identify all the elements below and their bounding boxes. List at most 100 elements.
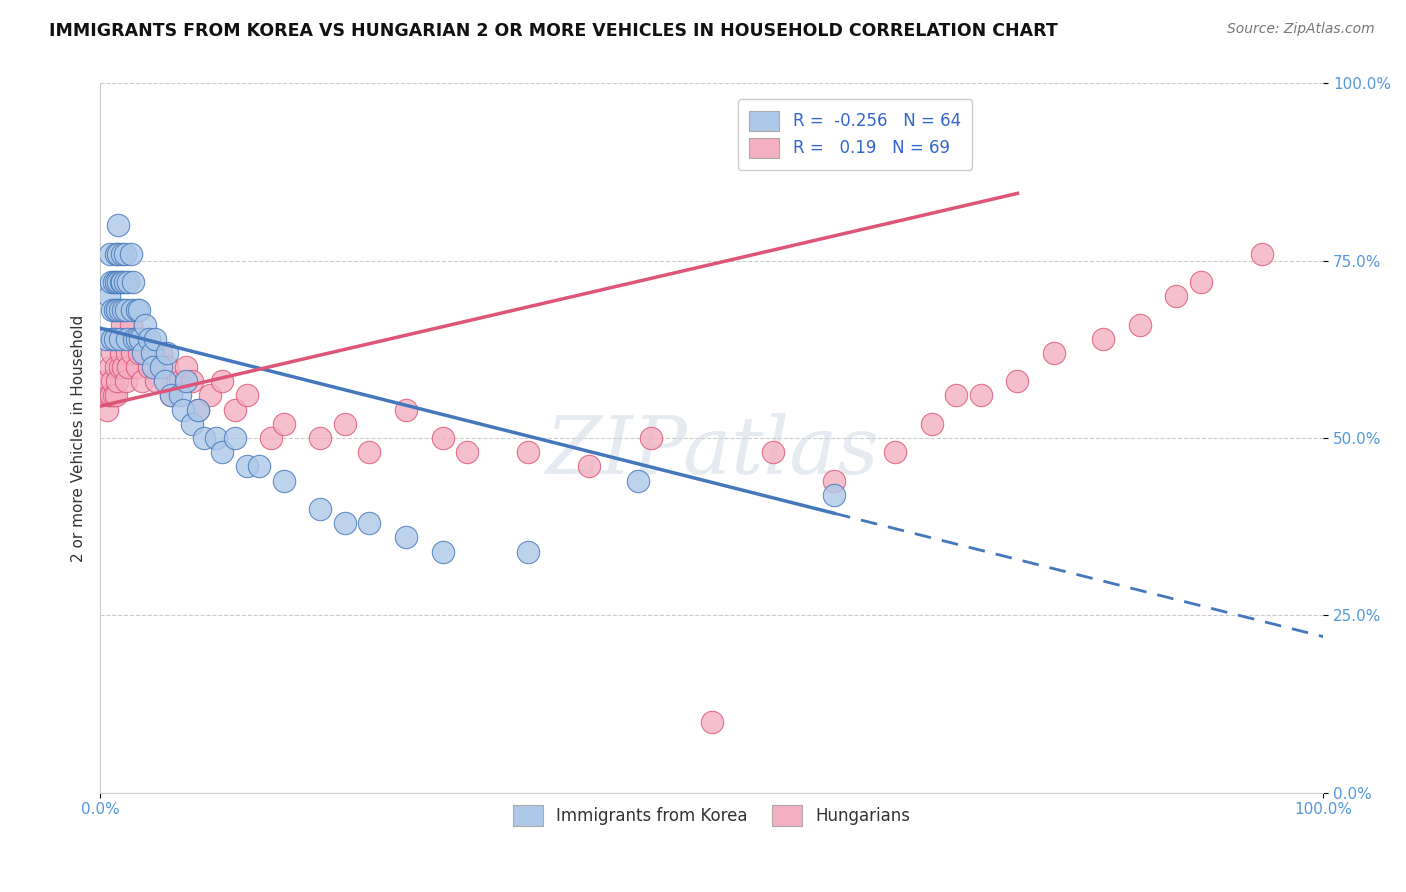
Point — [101, 303, 124, 318]
Point — [124, 332, 146, 346]
Point — [150, 346, 173, 360]
Point — [273, 417, 295, 431]
Point — [640, 431, 662, 445]
Point — [200, 388, 222, 402]
Point — [333, 516, 356, 530]
Point — [107, 275, 129, 289]
Point — [112, 360, 135, 375]
Point — [100, 388, 122, 402]
Point — [260, 431, 283, 445]
Point — [100, 275, 122, 289]
Point — [1043, 346, 1066, 360]
Point — [517, 544, 540, 558]
Point — [111, 318, 134, 332]
Point — [112, 303, 135, 318]
Point — [236, 388, 259, 402]
Point — [114, 374, 136, 388]
Point — [224, 402, 246, 417]
Point — [105, 374, 128, 388]
Point — [456, 445, 478, 459]
Text: Source: ZipAtlas.com: Source: ZipAtlas.com — [1227, 22, 1375, 37]
Point — [153, 374, 176, 388]
Point — [114, 275, 136, 289]
Point — [945, 388, 967, 402]
Point — [517, 445, 540, 459]
Point — [180, 417, 202, 431]
Point — [156, 346, 179, 360]
Point — [309, 502, 332, 516]
Point — [111, 275, 134, 289]
Point — [125, 303, 148, 318]
Point — [432, 431, 454, 445]
Point — [193, 431, 215, 445]
Point — [117, 360, 139, 375]
Point — [395, 402, 418, 417]
Point — [160, 388, 183, 402]
Point — [105, 388, 128, 402]
Point — [117, 275, 139, 289]
Point — [160, 388, 183, 402]
Point — [395, 530, 418, 544]
Point — [169, 374, 191, 388]
Text: ZIPatlas: ZIPatlas — [546, 414, 879, 491]
Point — [156, 360, 179, 375]
Point — [174, 360, 197, 375]
Point — [96, 374, 118, 388]
Point — [236, 459, 259, 474]
Point — [333, 417, 356, 431]
Point — [187, 402, 209, 417]
Point — [187, 402, 209, 417]
Point — [143, 332, 166, 346]
Point — [142, 346, 165, 360]
Point — [823, 474, 845, 488]
Point — [1166, 289, 1188, 303]
Point — [96, 402, 118, 417]
Point — [359, 516, 381, 530]
Point — [114, 303, 136, 318]
Point — [98, 246, 121, 260]
Point — [107, 219, 129, 233]
Point — [1007, 374, 1029, 388]
Point — [107, 246, 129, 260]
Point — [129, 332, 152, 346]
Point — [115, 332, 138, 346]
Point — [211, 445, 233, 459]
Point — [108, 360, 131, 375]
Point — [110, 346, 132, 360]
Point — [120, 318, 142, 332]
Point — [105, 275, 128, 289]
Point — [180, 374, 202, 388]
Point — [247, 459, 270, 474]
Point — [125, 360, 148, 375]
Text: IMMIGRANTS FROM KOREA VS HUNGARIAN 2 OR MORE VEHICLES IN HOUSEHOLD CORRELATION C: IMMIGRANTS FROM KOREA VS HUNGARIAN 2 OR … — [49, 22, 1057, 40]
Point — [128, 303, 150, 318]
Point — [104, 303, 127, 318]
Point — [138, 332, 160, 346]
Point — [103, 388, 125, 402]
Point — [114, 332, 136, 346]
Point — [111, 246, 134, 260]
Point — [172, 402, 194, 417]
Point — [108, 303, 131, 318]
Point — [627, 474, 650, 488]
Point — [1251, 246, 1274, 260]
Point — [138, 360, 160, 375]
Point — [101, 374, 124, 388]
Y-axis label: 2 or more Vehicles in Household: 2 or more Vehicles in Household — [72, 314, 86, 562]
Point — [104, 332, 127, 346]
Point — [150, 360, 173, 375]
Point — [578, 459, 600, 474]
Point — [359, 445, 381, 459]
Point — [432, 544, 454, 558]
Point — [884, 445, 907, 459]
Point — [134, 318, 156, 332]
Point — [121, 346, 143, 360]
Point — [105, 360, 128, 375]
Point — [273, 474, 295, 488]
Point — [309, 431, 332, 445]
Point — [107, 303, 129, 318]
Point — [131, 374, 153, 388]
Point — [128, 346, 150, 360]
Point — [141, 346, 163, 360]
Point — [96, 332, 118, 346]
